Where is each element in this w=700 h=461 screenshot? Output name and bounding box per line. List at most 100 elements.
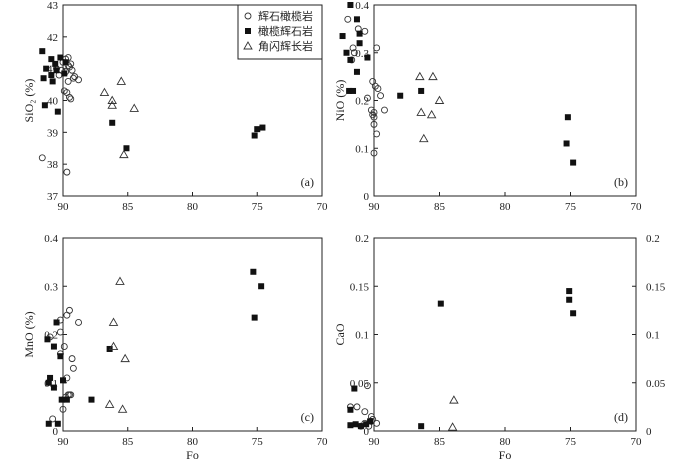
square-point bbox=[570, 310, 577, 317]
square-point bbox=[45, 379, 52, 386]
square-point bbox=[53, 319, 60, 326]
square-point bbox=[351, 385, 358, 392]
legend-square-marker bbox=[245, 28, 251, 34]
y-tick-label: 0 bbox=[53, 426, 59, 438]
square-point bbox=[251, 314, 258, 321]
right-y-tick-label: 0.2 bbox=[646, 233, 660, 245]
square-point bbox=[123, 145, 130, 152]
square-point bbox=[254, 126, 261, 133]
triangle-point bbox=[107, 100, 117, 109]
right-y-tick-label: 0.15 bbox=[646, 281, 666, 293]
legend-box bbox=[237, 4, 323, 60]
y-tick-label: 37 bbox=[47, 191, 59, 203]
square-point bbox=[566, 288, 573, 295]
y-tick-label: 0.15 bbox=[350, 281, 370, 293]
square-point bbox=[259, 124, 266, 131]
triangle-point bbox=[119, 149, 129, 159]
x-tick-label: 75 bbox=[252, 201, 264, 213]
y-tick-label: 0.4 bbox=[355, 0, 369, 12]
square-point bbox=[39, 48, 46, 55]
square-point bbox=[258, 283, 265, 290]
triangle-point bbox=[108, 317, 119, 326]
square-point bbox=[109, 119, 116, 126]
square-point bbox=[48, 72, 55, 79]
square-point bbox=[397, 92, 404, 99]
circle-point bbox=[377, 92, 384, 100]
circle-point bbox=[68, 355, 76, 363]
circle-point bbox=[49, 415, 57, 423]
circle-point bbox=[67, 95, 75, 103]
x-tick-label: 75 bbox=[565, 201, 577, 213]
circle-point bbox=[373, 130, 381, 138]
x-axis-title: Fo bbox=[499, 448, 512, 461]
y-axis-title: MnO (%) bbox=[22, 311, 36, 357]
square-point bbox=[418, 423, 425, 430]
square-point bbox=[437, 300, 444, 307]
circle-point bbox=[68, 66, 76, 74]
circle-point bbox=[373, 44, 381, 52]
circle-point bbox=[66, 306, 73, 314]
plot-frame bbox=[62, 237, 323, 432]
square-point bbox=[347, 422, 354, 429]
x-tick-label: 70 bbox=[631, 436, 643, 448]
y-tick-label: 0.4 bbox=[44, 233, 58, 245]
square-point bbox=[48, 56, 55, 63]
y-tick-label: 0.1 bbox=[355, 330, 369, 342]
triangle-point bbox=[108, 341, 119, 351]
panel-label: (d) bbox=[614, 410, 628, 424]
right-y-tick-label: 0 bbox=[646, 426, 652, 438]
square-point bbox=[58, 396, 65, 403]
triangle-point bbox=[434, 95, 445, 104]
circle-point bbox=[350, 49, 358, 57]
square-point bbox=[363, 421, 370, 428]
square-point bbox=[418, 87, 425, 94]
square-point bbox=[62, 59, 69, 66]
panel-label: (c) bbox=[301, 410, 314, 424]
x-tick-label: 85 bbox=[122, 201, 134, 213]
triangle-point bbox=[415, 71, 425, 81]
square-point bbox=[49, 78, 56, 85]
square-point bbox=[570, 159, 577, 166]
x-tick-label: 75 bbox=[252, 436, 264, 448]
square-point bbox=[250, 268, 257, 275]
circle-point bbox=[71, 73, 79, 81]
y-tick-label: 0 bbox=[364, 426, 370, 438]
square-point bbox=[339, 33, 346, 40]
x-tick-label: 80 bbox=[187, 436, 199, 448]
y-tick-label: 38 bbox=[47, 159, 59, 171]
square-point bbox=[44, 336, 51, 343]
x-tick-label: 80 bbox=[500, 436, 512, 448]
square-point bbox=[251, 132, 258, 139]
x-tick-label: 85 bbox=[434, 201, 446, 213]
circle-point bbox=[381, 106, 388, 114]
x-tick-label: 90 bbox=[369, 201, 381, 213]
square-point bbox=[346, 87, 353, 94]
square-point bbox=[347, 56, 354, 63]
square-point bbox=[54, 108, 61, 115]
x-tick-label: 90 bbox=[58, 436, 70, 448]
x-tick-label: 85 bbox=[434, 436, 446, 448]
x-tick-label: 70 bbox=[631, 201, 643, 213]
square-point bbox=[50, 343, 57, 350]
square-point bbox=[53, 67, 60, 74]
square-point bbox=[353, 68, 360, 75]
circle-point bbox=[370, 113, 378, 121]
y-axis-title: CaO bbox=[333, 323, 347, 345]
circle-point bbox=[60, 343, 68, 351]
circle-point bbox=[349, 44, 357, 52]
square-point bbox=[63, 396, 70, 403]
circle-point bbox=[373, 419, 381, 427]
circle-point bbox=[59, 405, 67, 413]
triangle-point bbox=[426, 109, 437, 119]
legend-label: 辉石橄榄岩 bbox=[258, 9, 313, 23]
plot-frame bbox=[373, 4, 637, 197]
square-point bbox=[364, 54, 371, 61]
square-point bbox=[57, 353, 64, 360]
right-y-tick-label: 0.05 bbox=[646, 378, 666, 390]
y-tick-label: 0.1 bbox=[355, 143, 369, 155]
square-point bbox=[563, 140, 570, 147]
triangle-point bbox=[416, 107, 426, 116]
y-tick-label: 41 bbox=[47, 64, 58, 76]
circle-point bbox=[344, 15, 352, 23]
